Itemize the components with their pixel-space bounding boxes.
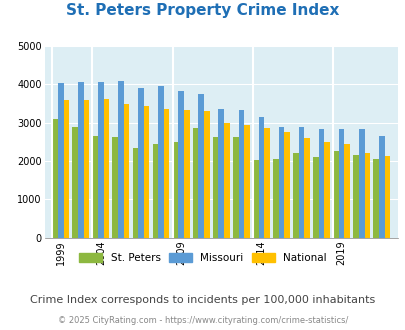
Bar bbox=[83, 100, 89, 238]
Bar bbox=[284, 132, 289, 238]
Bar bbox=[98, 82, 103, 238]
Bar bbox=[238, 110, 243, 238]
Bar bbox=[143, 106, 149, 238]
Bar bbox=[304, 138, 309, 238]
Bar bbox=[292, 153, 298, 238]
Bar bbox=[178, 91, 183, 238]
Bar bbox=[183, 110, 189, 238]
Bar bbox=[103, 99, 109, 238]
Bar bbox=[158, 86, 164, 238]
Bar bbox=[273, 159, 278, 238]
Bar bbox=[298, 127, 304, 238]
Bar bbox=[338, 128, 344, 238]
Bar bbox=[192, 128, 198, 238]
Bar bbox=[373, 159, 378, 238]
Bar bbox=[138, 88, 143, 238]
Bar bbox=[252, 160, 258, 238]
Bar bbox=[164, 109, 169, 238]
Bar bbox=[124, 104, 129, 238]
Bar bbox=[232, 137, 238, 238]
Bar bbox=[118, 81, 124, 238]
Text: St. Peters Property Crime Index: St. Peters Property Crime Index bbox=[66, 3, 339, 18]
Bar bbox=[224, 123, 229, 238]
Text: Crime Index corresponds to incidents per 100,000 inhabitants: Crime Index corresponds to incidents per… bbox=[30, 295, 375, 305]
Bar bbox=[333, 151, 338, 238]
Bar bbox=[318, 128, 324, 238]
Bar bbox=[198, 94, 203, 238]
Bar bbox=[344, 144, 349, 238]
Bar bbox=[258, 117, 264, 238]
Bar bbox=[364, 153, 369, 238]
Bar bbox=[92, 136, 98, 238]
Bar bbox=[203, 111, 209, 238]
Bar bbox=[52, 119, 58, 238]
Bar bbox=[172, 142, 178, 238]
Bar bbox=[358, 129, 364, 238]
Bar bbox=[278, 127, 284, 238]
Bar bbox=[72, 127, 78, 238]
Bar bbox=[264, 128, 269, 238]
Bar bbox=[132, 148, 138, 238]
Bar bbox=[218, 109, 224, 238]
Bar bbox=[243, 125, 249, 238]
Bar bbox=[63, 100, 69, 238]
Bar bbox=[352, 154, 358, 238]
Bar bbox=[312, 157, 318, 238]
Bar bbox=[324, 142, 329, 238]
Bar bbox=[212, 137, 218, 238]
Bar bbox=[384, 156, 389, 238]
Bar bbox=[112, 137, 118, 238]
Bar bbox=[58, 82, 63, 238]
Bar bbox=[78, 82, 83, 238]
Bar bbox=[378, 136, 384, 238]
Bar bbox=[152, 144, 158, 238]
Text: © 2025 CityRating.com - https://www.cityrating.com/crime-statistics/: © 2025 CityRating.com - https://www.city… bbox=[58, 316, 347, 325]
Legend: St. Peters, Missouri, National: St. Peters, Missouri, National bbox=[75, 248, 330, 267]
